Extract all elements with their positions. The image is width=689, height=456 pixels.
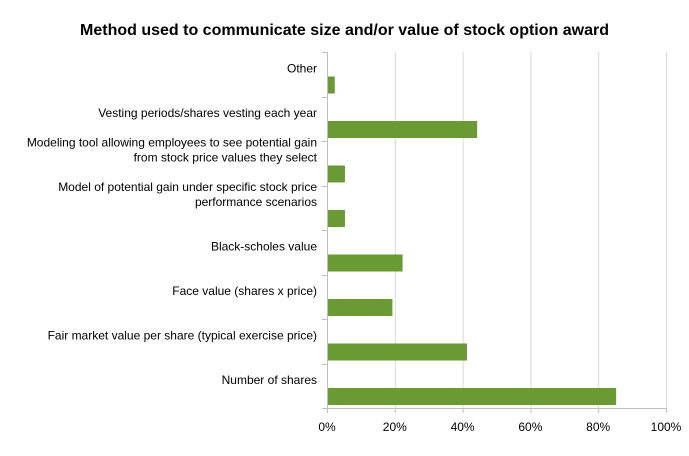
bar (328, 210, 345, 227)
category-label: Vesting periods/shares vesting each year (98, 106, 317, 120)
x-tick-label: 80% (586, 420, 610, 434)
x-tick-label: 60% (518, 420, 542, 434)
category-labels: Other Vesting periods/shares vesting each… (27, 62, 318, 388)
category-label: from stock price values they select (134, 151, 318, 165)
category-label: Black-scholes value (211, 240, 317, 254)
x-tick-label: 20% (383, 420, 407, 434)
x-tick-label: 40% (451, 420, 475, 434)
x-tick-label: 0% (318, 420, 336, 434)
bar (328, 388, 617, 405)
category-label: Modeling tool allowing employees to see … (27, 136, 317, 150)
bar (328, 254, 403, 272)
category-label: Number of shares (222, 373, 317, 387)
category-label: Face value (shares x price) (172, 284, 317, 298)
x-tick-label: 100% (651, 420, 682, 434)
bars (328, 76, 617, 405)
category-label: Other (287, 62, 317, 76)
axes (322, 52, 667, 413)
chart-title: Method used to communicate size and/or v… (80, 22, 609, 39)
bar (328, 121, 478, 138)
category-label: Model of potential gain under specific s… (58, 180, 317, 194)
bar (328, 299, 393, 316)
bar (328, 343, 467, 361)
bar (328, 165, 345, 183)
category-label: performance scenarios (195, 195, 317, 209)
bar (328, 76, 335, 94)
x-tick-labels: 0% 20% 40% 60% 80% 100% (318, 420, 681, 434)
category-label: Fair market value per share (typical exe… (48, 329, 317, 343)
